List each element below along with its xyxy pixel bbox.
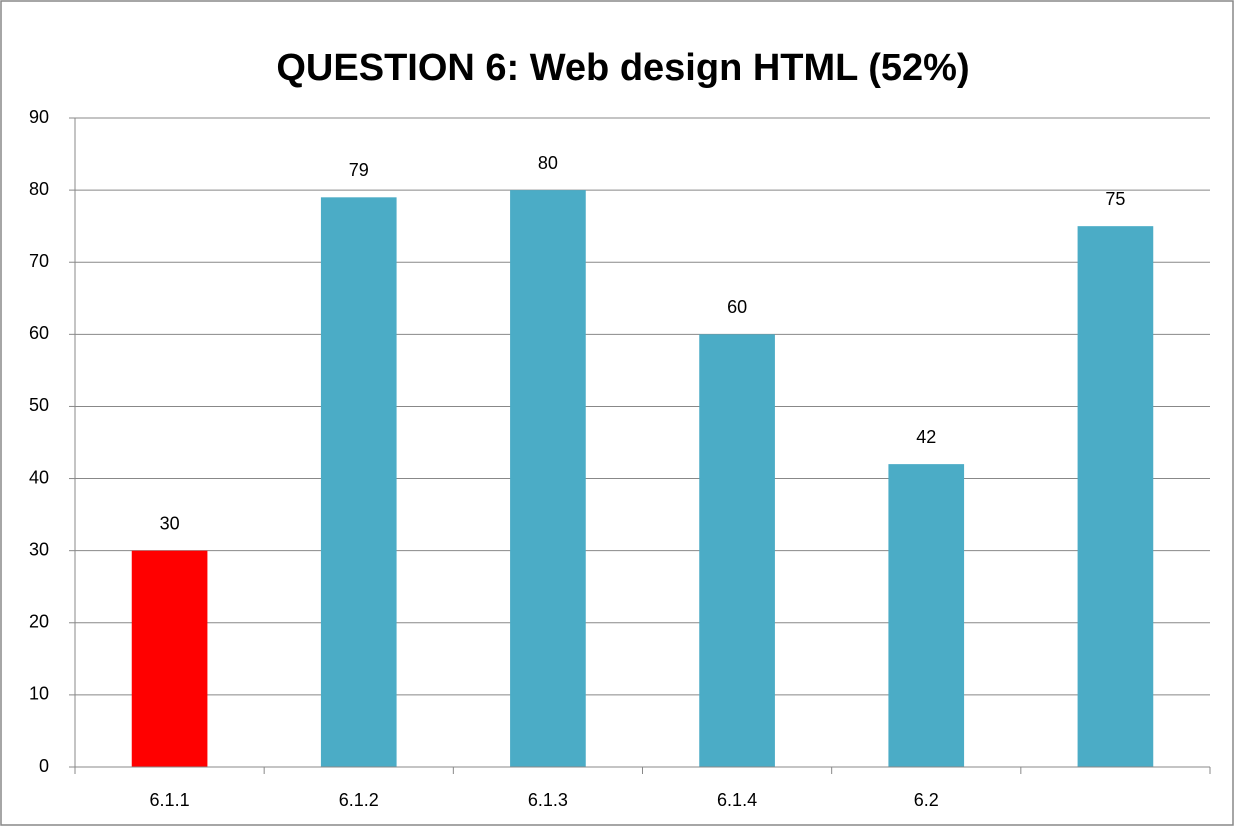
bar [699,334,775,767]
x-tick-label: 6.1.1 [150,790,190,810]
x-tick-label: 6.1.2 [339,790,379,810]
x-tick-label: 6.1.4 [717,790,757,810]
y-tick-label: 20 [29,612,49,632]
data-label: 42 [916,427,936,447]
data-label: 79 [349,160,369,180]
y-tick-label: 50 [29,395,49,415]
y-tick-label: 80 [29,179,49,199]
x-tick-label: 6.1.3 [528,790,568,810]
y-tick-label: 30 [29,539,49,559]
y-tick-label: 90 [29,107,49,127]
bar [1077,226,1154,767]
bar [131,550,208,767]
data-label: 30 [160,513,180,533]
y-tick-label: 10 [29,684,49,704]
data-label: 75 [1105,189,1125,209]
bar [510,190,586,768]
x-tick-label: 6.2 [914,790,939,810]
bar [320,197,397,768]
bar [888,464,965,767]
y-tick-label: 70 [29,251,49,271]
y-tick-label: 60 [29,323,49,343]
y-tick-label: 40 [29,467,49,487]
data-label: 80 [538,153,558,173]
data-label: 60 [727,297,747,317]
y-tick-label: 0 [39,756,49,776]
chart-title: QUESTION 6: Web design HTML (52%) [276,47,969,89]
